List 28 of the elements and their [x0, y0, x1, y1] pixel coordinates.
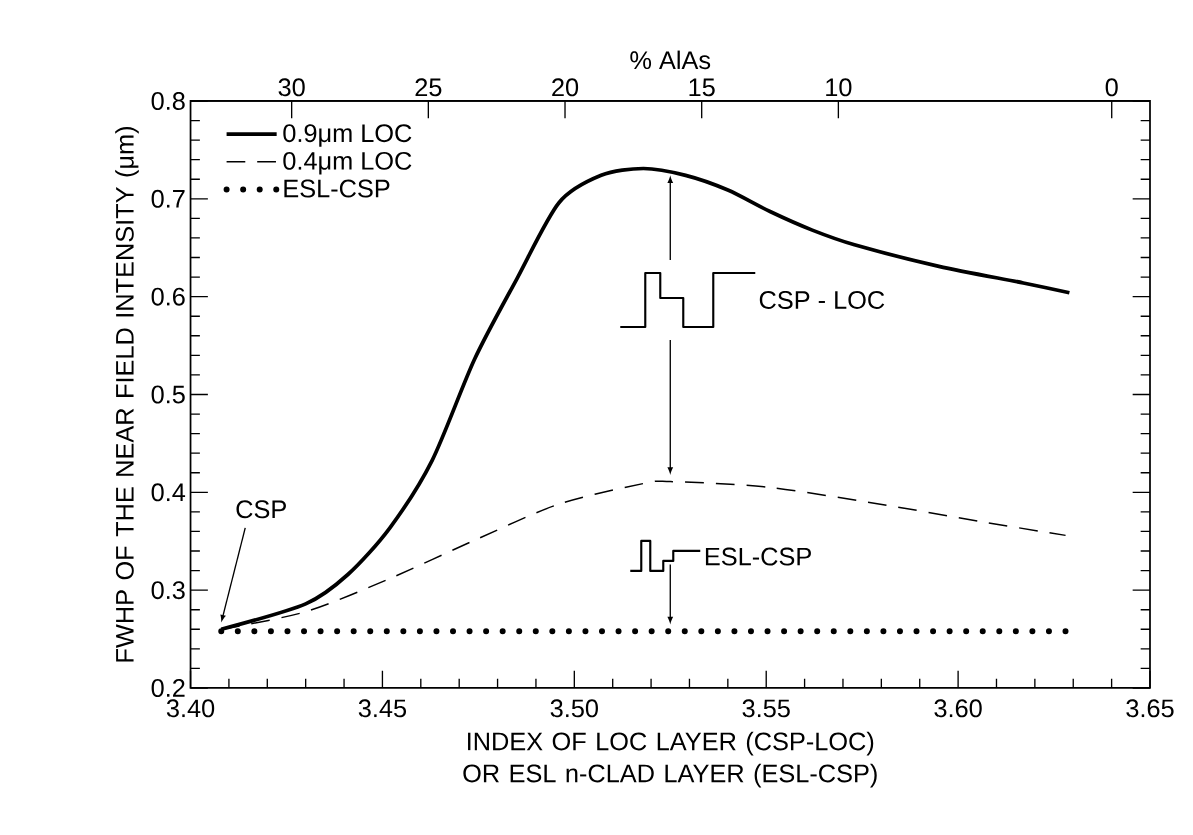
x2-tick-label: 15	[689, 78, 715, 97]
y-tick-label: 0.2	[151, 679, 185, 697]
annotation: CSP	[236, 500, 286, 519]
x2-tick-label: 25	[415, 78, 442, 97]
annotation: CSP - LOC	[759, 291, 885, 309]
x2-axis-title: % AlAs	[630, 50, 711, 70]
x2-tick-label: 20	[552, 78, 579, 97]
y-tick-label: 0.8	[151, 92, 185, 110]
x-tick-label: 3.45	[358, 699, 407, 718]
legend-label: 0.9μm LOC	[283, 124, 412, 147]
x-tick-label: 3.40	[166, 699, 215, 718]
x2-tick-label: 10	[826, 78, 852, 97]
x-tick-label: 3.65	[1126, 699, 1174, 718]
legend-label: ESL-CSP	[284, 179, 390, 198]
y-tick-label: 0.4	[151, 483, 186, 502]
y-tick-label: 0.5	[151, 385, 185, 404]
x-axis-title: INDEX OF LOC LAYER (CSP-LOC) OR ESL n-CLAD LAYER (ESL-CSP)	[463, 731, 877, 788]
y-tick-label: 0.3	[151, 581, 185, 600]
x-tick-label: 3.60	[934, 699, 982, 718]
y-tick-label: 0.7	[151, 189, 185, 208]
x2-tick-label: 30	[278, 78, 305, 97]
legend-label: 0.4μm LOC	[283, 151, 412, 175]
y-tick-label: 0.6	[151, 287, 185, 306]
annotation: ESL-CSP	[705, 547, 811, 566]
x-tick-label: 3.50	[550, 699, 598, 718]
x-tick-label: 3.55	[742, 699, 790, 718]
y-axis-title: FWHP OF THE NEAR FIELD INTENSITY (μm)	[115, 127, 139, 662]
x2-tick-label: 0	[1105, 78, 1118, 97]
